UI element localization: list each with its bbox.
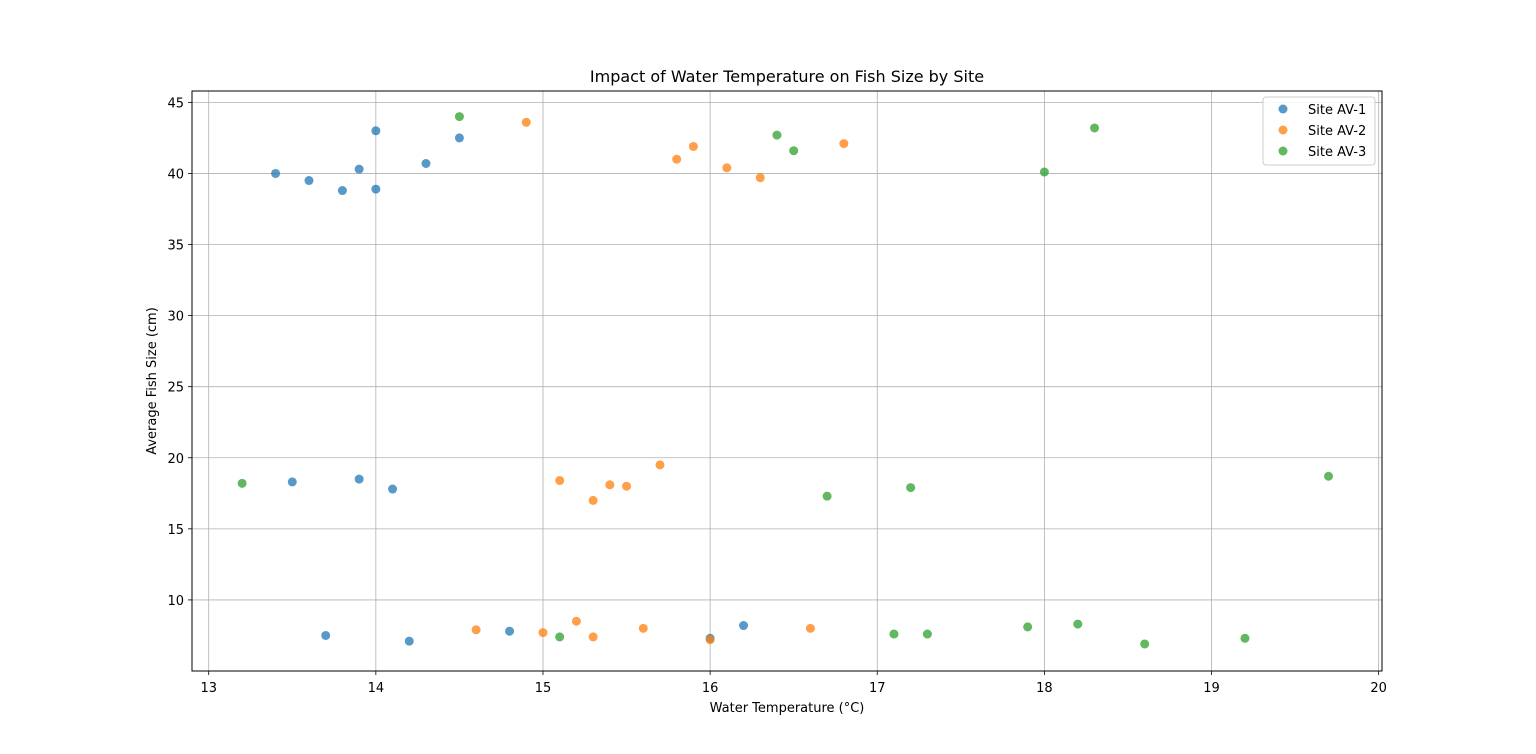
data-point-site-av-2 — [571, 616, 581, 626]
legend-label: Site AV-1 — [1308, 103, 1366, 118]
legend-marker — [1278, 125, 1288, 135]
data-point-site-av-3 — [1240, 633, 1250, 643]
data-point-site-av-2 — [688, 141, 698, 151]
data-point-site-av-2 — [655, 460, 665, 470]
x-tick-label: 15 — [535, 681, 552, 696]
data-point-site-av-1 — [321, 630, 331, 640]
data-point-site-av-1 — [354, 474, 364, 484]
data-point-site-av-3 — [1023, 622, 1033, 632]
data-point-site-av-1 — [739, 621, 749, 631]
chart-title: Impact of Water Temperature on Fish Size… — [590, 67, 984, 86]
x-tick-label: 17 — [869, 681, 886, 696]
x-tick-label: 20 — [1370, 681, 1387, 696]
data-point-site-av-2 — [521, 117, 531, 127]
data-point-site-av-2 — [605, 480, 615, 490]
data-point-site-av-3 — [889, 629, 899, 639]
data-point-site-av-1 — [287, 477, 297, 487]
x-tick-label: 18 — [1036, 681, 1053, 696]
data-point-site-av-2 — [588, 495, 598, 505]
data-point-site-av-1 — [421, 159, 431, 168]
data-point-site-av-1 — [404, 636, 414, 646]
data-point-site-av-3 — [1324, 471, 1334, 481]
data-point-site-av-2 — [538, 628, 548, 638]
data-point-site-av-3 — [789, 146, 799, 156]
y-axis-label: Average Fish Size (cm) — [145, 307, 160, 455]
data-points — [237, 112, 1334, 649]
data-point-site-av-2 — [755, 173, 765, 183]
grid-lines — [192, 91, 1382, 671]
data-point-site-av-1 — [337, 186, 347, 196]
data-point-site-av-2 — [805, 623, 815, 633]
x-tick-label: 16 — [702, 681, 719, 696]
y-tick-label: 30 — [167, 310, 184, 325]
x-tick-label: 19 — [1203, 681, 1220, 696]
data-point-site-av-2 — [705, 635, 715, 645]
x-axis-label: Water Temperature (°C) — [710, 701, 865, 716]
data-point-site-av-2 — [588, 632, 598, 642]
data-point-site-av-3 — [1073, 619, 1083, 629]
data-point-site-av-1 — [371, 126, 381, 136]
data-point-site-av-2 — [638, 623, 648, 633]
y-tick-label: 15 — [167, 523, 184, 538]
plot-frame — [191, 90, 1383, 672]
data-point-site-av-2 — [839, 139, 849, 149]
x-tick-label: 14 — [368, 681, 385, 696]
y-tick-label: 35 — [167, 239, 184, 254]
data-point-site-av-3 — [454, 112, 464, 122]
x-tick-label: 13 — [200, 681, 217, 696]
data-point-site-av-1 — [505, 626, 515, 636]
data-point-site-av-3 — [772, 130, 782, 140]
data-point-site-av-3 — [555, 632, 565, 642]
data-point-site-av-1 — [271, 168, 281, 178]
data-point-site-av-2 — [555, 476, 565, 486]
y-tick-label: 40 — [167, 167, 184, 182]
data-point-site-av-1 — [354, 164, 364, 174]
data-point-site-av-1 — [388, 484, 398, 494]
legend-marker — [1278, 104, 1288, 114]
data-point-site-av-3 — [1039, 167, 1049, 177]
data-point-site-av-1 — [304, 176, 314, 186]
legend-box — [1262, 96, 1376, 166]
legend-label: Site AV-2 — [1308, 124, 1366, 139]
data-point-site-av-2 — [722, 163, 732, 173]
data-point-site-av-3 — [1090, 123, 1100, 133]
legend: Site AV-1 Site AV-2 Site AV-3 — [1262, 96, 1376, 166]
legend-marker — [1278, 146, 1288, 156]
y-tick-label: 20 — [167, 452, 184, 467]
data-point-site-av-2 — [672, 154, 682, 164]
data-point-site-av-2 — [622, 481, 632, 491]
data-point-site-av-1 — [454, 133, 464, 143]
data-point-site-av-3 — [906, 483, 916, 493]
data-point-site-av-3 — [822, 491, 832, 501]
data-point-site-av-2 — [471, 625, 481, 635]
data-point-site-av-3 — [1140, 639, 1150, 649]
y-tick-label: 10 — [167, 594, 184, 609]
y-tick-label: 25 — [167, 381, 184, 396]
legend-label: Site AV-3 — [1308, 145, 1366, 160]
y-tick-label: 45 — [167, 96, 184, 111]
data-point-site-av-3 — [237, 478, 247, 488]
axis-ticks: 13 14 15 16 17 18 19 20 10 15 20 25 30 35 40 45 — [167, 96, 1386, 696]
data-point-site-av-3 — [922, 629, 932, 639]
data-point-site-av-1 — [371, 184, 381, 194]
